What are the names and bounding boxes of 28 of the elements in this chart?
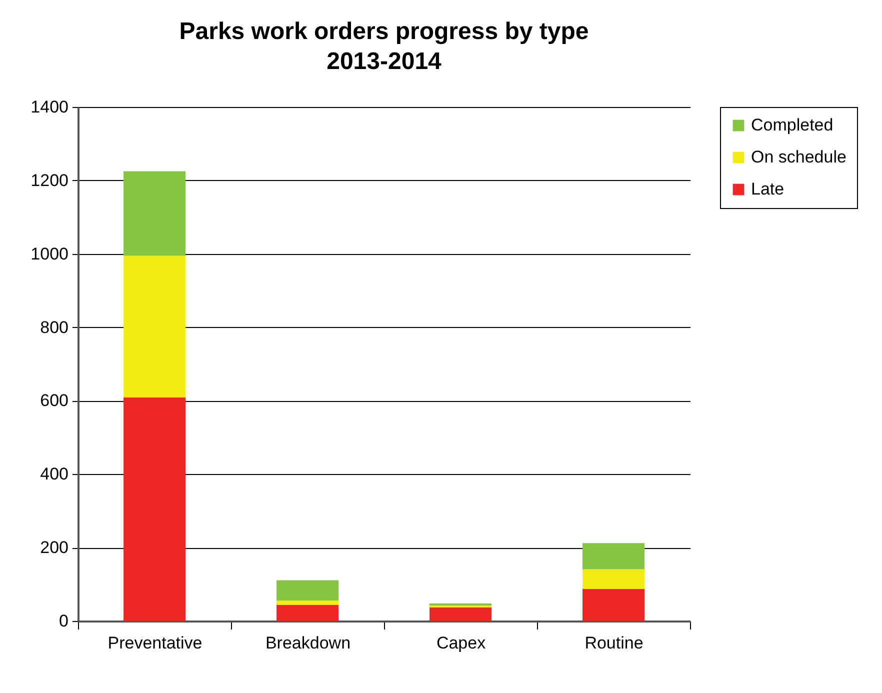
y-tick-label: 1200: [30, 170, 68, 190]
bar: [582, 569, 644, 590]
y-tick-label: 1000: [30, 244, 68, 264]
x-tick-label: Preventative: [108, 634, 202, 652]
legend-label: Late: [751, 180, 784, 198]
bar: [430, 603, 492, 606]
bar: [124, 397, 186, 621]
y-tick-label: 0: [59, 612, 68, 630]
bar: [124, 171, 186, 256]
y-tick-label: 400: [40, 464, 68, 484]
bar: [582, 543, 644, 570]
x-tick-label: Routine: [584, 634, 644, 652]
legend-label: On schedule: [751, 148, 846, 166]
bar: [124, 256, 186, 398]
y-tick-label: 200: [40, 538, 68, 558]
x-tick-label: Breakdown: [265, 634, 351, 652]
bar: [276, 580, 338, 600]
y-tick-label: 800: [40, 318, 68, 337]
text: Parks work orders progress by type: [179, 18, 589, 45]
bar: [582, 589, 644, 621]
x-tick-label: Capex: [436, 634, 486, 652]
text: 2013-2014: [326, 48, 442, 75]
bar: [276, 600, 338, 605]
y-tick-label: 1400: [30, 98, 68, 116]
y-tick-label: 600: [40, 391, 68, 410]
bar: [430, 607, 492, 621]
legend-label: Completed: [751, 116, 834, 134]
bar: [276, 604, 338, 621]
